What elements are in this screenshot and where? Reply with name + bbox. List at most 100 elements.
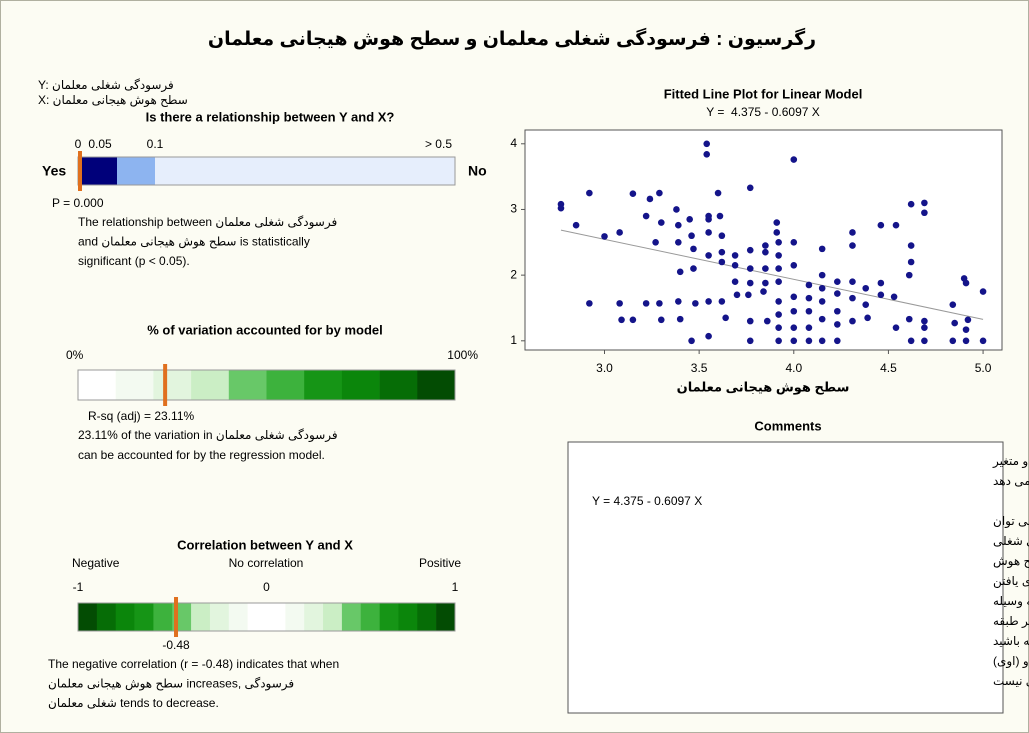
data-point [642,300,650,307]
corr-header: Positive [419,556,461,570]
data-point [834,321,841,328]
data-point [862,301,870,308]
data-point [849,278,856,286]
comment-line: اگر مدل متناسب با داده باشد، این معادله … [993,514,1029,529]
plot-area [524,129,1003,351]
data-point [921,209,928,217]
data-point [905,271,913,279]
scale-segment [134,603,154,631]
description: سطح هوش هیجانی معلمان increases, فرسودگی [48,677,294,692]
data-point [907,258,915,266]
data-point [890,293,898,301]
data-point [656,300,663,307]
data-point [805,281,813,289]
scale-tick-label: 1 [452,580,459,594]
data-point [775,278,782,286]
correlation-marker [174,597,179,637]
scale-segment [341,603,362,631]
y-tick-label: 3 [510,202,517,216]
section-title: % of variation accounted for by model [147,322,382,337]
data-point [692,300,699,307]
data-point [705,298,712,305]
scale-segment [228,370,267,400]
data-point [849,294,856,302]
comment-line: معادله مدل پارازش خطی زیر رابطه بین دو م… [992,454,1029,469]
data-point [688,337,695,345]
comment-line: مقدار متغیر فرسودگی شغلی معلمان به وسیله [993,594,1029,609]
section-title: Is there a relationship between Y and X? [146,109,395,124]
scale-segment [304,370,343,400]
data-point [775,265,782,272]
scale-segment [417,370,456,400]
data-point [877,291,885,299]
data-point [775,311,782,318]
data-point [921,324,928,331]
description: The negative correlation (r = -0.48) ind… [48,657,339,671]
data-point [646,195,654,203]
data-point [775,252,782,259]
data-point [705,332,712,340]
data-point [675,298,682,305]
scale-segment [417,603,437,631]
scale-segment [96,603,116,631]
corr-header: No correlation [229,556,304,570]
data-point [818,284,826,292]
scale-segment [323,603,343,631]
scale-tick-label: 0.1 [147,137,164,151]
data-point [864,314,871,322]
data-point [718,248,726,256]
data-point [731,278,739,286]
scale-tick-label: > 0.5 [425,137,452,151]
description: شغلی معلمان tends to decrease. [48,696,219,710]
data-point [964,316,972,324]
data-point [877,221,885,229]
data-point [688,232,695,240]
comment-line: مقدار متغیر سطح هوش هیجانی از نظر طبقه [993,614,1029,629]
scale-segment [266,603,286,631]
scale-segment [115,603,135,631]
rsq-label: R-sq (adj) = 23.11% [88,409,194,423]
data-point [818,337,826,345]
data-point [746,337,754,345]
data-point [746,279,754,287]
y-tick-label: 2 [510,267,517,281]
data-point [905,315,913,323]
comment-line: برای پیش بینی مقدار متغیر فرسودگی شغلی [993,534,1029,549]
p-label: P = 0.000 [52,196,104,210]
data-point [818,271,826,279]
data-point [676,268,684,276]
data-point [818,245,826,253]
scale-segment [360,603,380,631]
data-point [834,307,841,315]
scale-segment [436,603,456,631]
data-point [703,150,711,158]
data-point [962,337,970,345]
data-point [949,337,957,345]
scale-segment [115,370,154,400]
data-point [690,245,697,253]
scale-tick-label: 0 [75,137,82,151]
scale-frame [77,369,456,401]
section-title: Correlation between Y and X [177,537,353,552]
data-point [718,258,726,266]
p-value-marker [78,151,82,191]
data-point [921,199,928,207]
data-point [907,242,915,249]
data-point [657,219,665,226]
x-tick-label: 4.5 [880,361,897,375]
data-point [790,156,798,163]
data-point [763,317,771,325]
scale-segment [247,603,267,631]
scale-tick-label: 100% [447,348,478,362]
scale-segment [379,603,399,631]
data-point [733,291,741,299]
scale-segment [304,603,324,631]
description: and سطح هوش هیجانی معلمان is statistical… [78,235,310,250]
scale-segment [379,370,418,400]
data-point [805,294,813,302]
data-point [676,315,684,323]
comment-line: Y = 4.375 - 0.6097 X [592,494,702,508]
comment-line: هیجانی معلمان استفاده کرد، و یا برای یاف… [993,574,1029,589]
x-variable: X: سطح هوش هیجانی معلمان [38,93,188,108]
